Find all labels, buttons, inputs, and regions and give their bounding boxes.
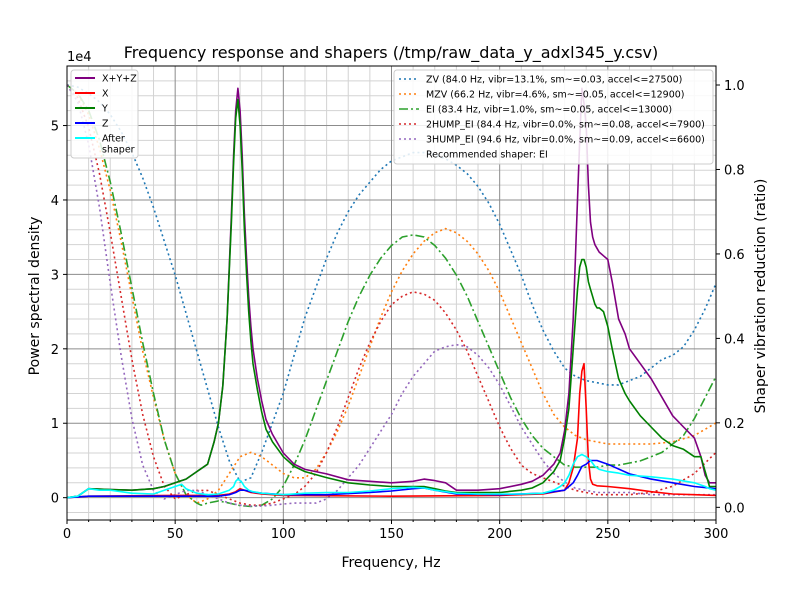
y-axis-label: Power spectral density bbox=[27, 217, 43, 376]
x-tick-label: 0 bbox=[63, 527, 71, 542]
y2-tick-label: 0.4 bbox=[724, 332, 745, 347]
y-tick-label: 0 bbox=[51, 492, 59, 507]
legend-shaper-label: Recommended shaper: EI bbox=[426, 150, 548, 161]
legend-shapers: ZV (84.0 Hz, vibr=13.1%, sm~=0.03, accel… bbox=[393, 69, 714, 165]
y2-tick-label: 0.8 bbox=[724, 163, 745, 178]
y-tick-label: 4 bbox=[51, 194, 59, 209]
psd-line-after-shaper bbox=[66, 453, 717, 499]
psd-line-y bbox=[66, 98, 716, 499]
y-tick-label: 2 bbox=[51, 343, 59, 358]
x-tick-label: 50 bbox=[167, 527, 184, 542]
shaper-line-2hump-ei bbox=[66, 84, 717, 507]
shaper-line-3hump-ei bbox=[66, 84, 716, 507]
y2-tick-label: 0.6 bbox=[724, 248, 745, 263]
legend-psd-label: X bbox=[102, 89, 109, 100]
legend-shaper-label: EI (83.4 Hz, vibr=1.0%, sm~=0.05, accel<… bbox=[426, 105, 672, 116]
y2-tick-label: 0.0 bbox=[724, 501, 745, 516]
psd-line-x bbox=[66, 362, 717, 499]
y-exponent-label: 1e4 bbox=[67, 50, 92, 65]
shaper-line-zv bbox=[66, 84, 717, 484]
legend-shapers-box bbox=[393, 69, 714, 165]
legend-psd-label: shaper bbox=[102, 145, 135, 156]
legend-shaper-label: 2HUMP_EI (84.4 Hz, vibr=0.0%, sm~=0.08, … bbox=[426, 120, 705, 131]
y2-tick-label: 1.0 bbox=[724, 79, 745, 94]
x-tick-label: 200 bbox=[487, 527, 512, 542]
legend-shaper-label: 3HUMP_EI (94.6 Hz, vibr=0.0%, sm~=0.09, … bbox=[426, 135, 705, 146]
legend-psd-label: After bbox=[102, 134, 125, 145]
legend-psd-label: Y bbox=[101, 104, 108, 115]
shaper-line-ei bbox=[66, 84, 717, 508]
legend-shaper-label: ZV (84.0 Hz, vibr=13.1%, sm~=0.03, accel… bbox=[426, 75, 682, 86]
legend-shaper-label: MZV (66.2 Hz, vibr=4.6%, sm~=0.05, accel… bbox=[426, 90, 685, 101]
chart-title: Frequency response and shapers (/tmp/raw… bbox=[124, 43, 659, 63]
shaper-line-mzv bbox=[66, 84, 717, 505]
y2-tick-label: 0.2 bbox=[724, 417, 745, 432]
x-tick-label: 250 bbox=[595, 527, 620, 542]
x-tick-label: 100 bbox=[271, 527, 296, 542]
y-tick-label: 1 bbox=[51, 417, 59, 432]
y2-axis-label: Shaper vibration reduction (ratio) bbox=[753, 179, 769, 414]
x-tick-label: 300 bbox=[704, 527, 729, 542]
x-axis-label: Frequency, Hz bbox=[341, 555, 440, 571]
legend-psd-label: Z bbox=[102, 119, 109, 130]
legend-psd-label: X+Y+Z bbox=[102, 74, 137, 85]
y-tick-label: 3 bbox=[51, 268, 59, 283]
x-tick-label: 150 bbox=[379, 527, 404, 542]
y-tick-label: 5 bbox=[51, 120, 59, 135]
